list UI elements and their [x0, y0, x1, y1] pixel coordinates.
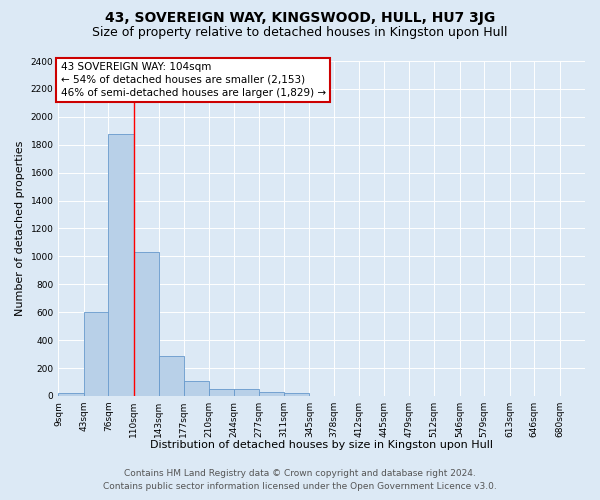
Text: 43, SOVEREIGN WAY, KINGSWOOD, HULL, HU7 3JG: 43, SOVEREIGN WAY, KINGSWOOD, HULL, HU7 …: [105, 11, 495, 25]
Bar: [284, 393, 310, 396]
Text: Size of property relative to detached houses in Kingston upon Hull: Size of property relative to detached ho…: [92, 26, 508, 39]
Bar: [209, 389, 234, 396]
X-axis label: Distribution of detached houses by size in Kingston upon Hull: Distribution of detached houses by size …: [150, 440, 493, 450]
Bar: [58, 393, 84, 396]
Bar: [109, 134, 134, 396]
Bar: [158, 356, 184, 396]
Text: Contains HM Land Registry data © Crown copyright and database right 2024.
Contai: Contains HM Land Registry data © Crown c…: [103, 470, 497, 491]
Bar: [234, 389, 259, 396]
Bar: [134, 252, 159, 396]
Bar: [84, 312, 109, 396]
Bar: [259, 392, 284, 396]
Text: 43 SOVEREIGN WAY: 104sqm
← 54% of detached houses are smaller (2,153)
46% of sem: 43 SOVEREIGN WAY: 104sqm ← 54% of detach…: [61, 62, 326, 98]
Y-axis label: Number of detached properties: Number of detached properties: [15, 141, 25, 316]
Bar: [184, 380, 209, 396]
